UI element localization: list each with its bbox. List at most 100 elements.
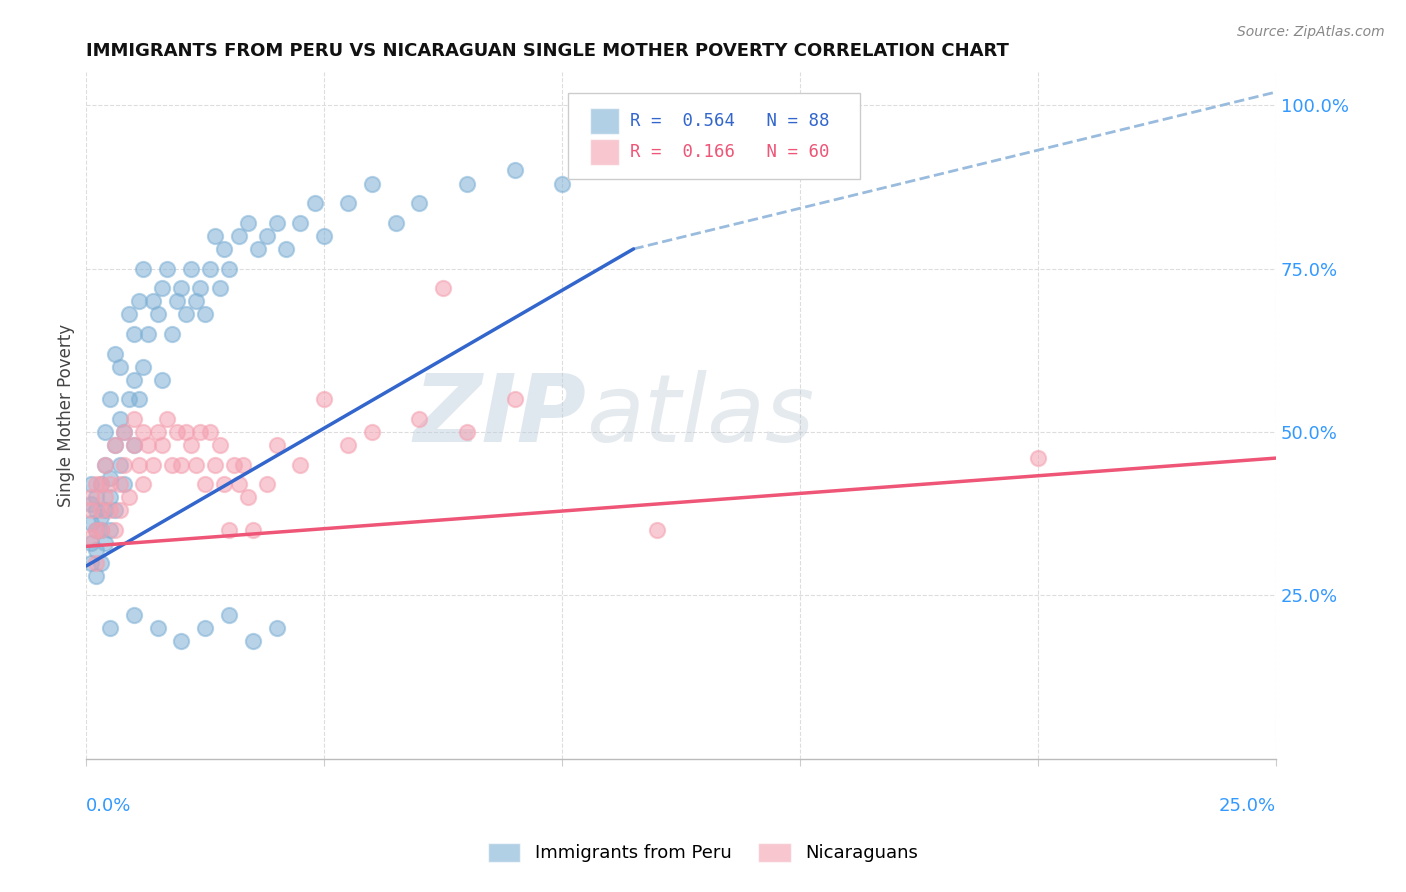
Point [503,163,526,178]
Point [152,281,174,295]
Point [98,491,121,505]
Point [108,359,131,374]
Point [256,228,278,243]
Point [90,477,112,491]
Point [122,607,145,622]
Point [80,503,103,517]
Point [108,477,131,491]
Point [142,458,165,472]
Point [222,458,245,472]
Point [152,373,174,387]
Point [194,307,217,321]
Point [118,491,141,505]
Point [693,163,716,178]
Point [84,503,107,517]
Point [90,510,112,524]
Point [90,477,112,491]
Point [104,346,127,360]
Point [337,196,360,211]
Point [166,425,188,439]
Point [198,261,221,276]
Point [236,216,259,230]
Point [132,477,155,491]
Point [108,458,131,472]
FancyBboxPatch shape [568,93,859,178]
FancyBboxPatch shape [589,139,619,165]
Point [80,529,103,543]
Point [290,216,312,230]
Point [184,458,207,472]
Point [242,523,264,537]
Point [80,556,103,570]
Text: Source: ZipAtlas.com: Source: ZipAtlas.com [1237,25,1385,39]
Point [228,477,250,491]
Point [314,228,336,243]
Point [456,425,478,439]
Point [128,458,150,472]
Point [214,242,236,256]
Point [142,294,165,309]
Point [208,438,231,452]
Point [337,438,360,452]
Point [80,491,103,505]
FancyBboxPatch shape [589,108,619,134]
Point [146,621,169,635]
Point [112,425,135,439]
Point [84,556,107,570]
Point [132,425,155,439]
Point [166,294,188,309]
Point [190,425,212,439]
Text: R =  0.166   N = 60: R = 0.166 N = 60 [630,143,830,161]
Point [94,458,117,472]
Text: 0.0%: 0.0% [86,797,132,814]
Point [80,477,103,491]
Point [242,634,264,648]
Point [118,392,141,407]
Point [180,261,202,276]
Point [204,458,226,472]
Point [98,477,121,491]
Point [90,503,112,517]
Point [156,261,179,276]
Point [194,621,217,635]
Point [190,281,212,295]
Point [94,491,117,505]
Point [456,177,478,191]
Point [156,412,179,426]
Y-axis label: Single Mother Poverty: Single Mother Poverty [58,324,75,508]
Point [104,523,127,537]
Point [360,177,382,191]
Point [599,163,621,178]
Point [789,137,811,152]
Point [112,477,135,491]
Point [98,503,121,517]
Point [170,458,193,472]
Text: 25.0%: 25.0% [1219,797,1277,814]
Point [246,242,269,256]
Point [174,425,197,439]
Point [198,425,221,439]
Point [104,438,127,452]
Point [94,425,117,439]
Point [408,196,430,211]
Point [108,503,131,517]
Point [80,497,103,511]
Point [432,281,454,295]
Point [146,425,169,439]
Point [266,216,288,230]
Point [503,392,526,407]
Point [136,326,159,341]
Point [84,523,107,537]
Point [218,607,240,622]
Point [94,458,117,472]
Point [647,523,669,537]
Point [647,150,669,164]
Point [174,307,197,321]
Point [304,196,326,211]
Point [236,491,259,505]
Point [132,261,155,276]
Text: IMMIGRANTS FROM PERU VS NICARAGUAN SINGLE MOTHER POVERTY CORRELATION CHART: IMMIGRANTS FROM PERU VS NICARAGUAN SINGL… [86,42,1010,60]
Point [314,392,336,407]
Point [837,150,859,164]
Point [94,536,117,550]
